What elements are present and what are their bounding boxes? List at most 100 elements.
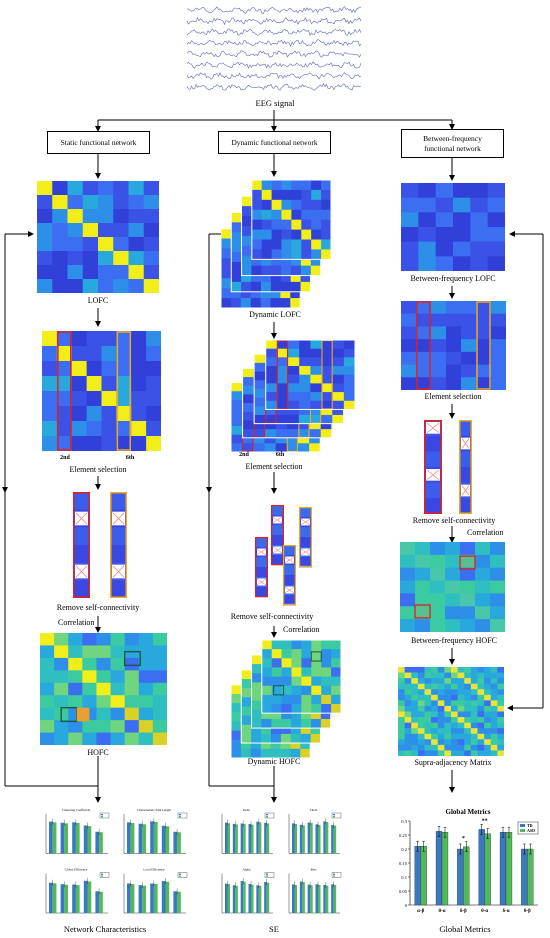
matrix-cell [398,694,406,701]
matrix-cell [331,640,341,650]
bar-td [457,848,464,906]
matrix-cell [332,400,345,410]
hofc-highlight-6th [123,650,141,667]
matrix-cell [321,640,332,650]
bar-td [435,831,443,906]
mini-bar [87,826,92,854]
matrix-cell [241,216,252,227]
matrix-cell [424,739,432,746]
matrix-cell [404,739,412,746]
matrix-cell [321,406,333,416]
mini-bar [256,885,259,913]
matrix-cell [476,326,492,340]
matrix-cell [82,237,99,252]
matrix-cell [446,339,462,353]
dynamic-lofc-label: Dynamic LOFC [249,310,301,319]
matrix-cell [42,331,58,347]
matrix-cell [265,374,278,384]
vector-outline [282,544,296,605]
matrix-cell [138,682,154,696]
matrix-cell [446,313,462,327]
dynamic-2nd-tag: 2nd [239,452,249,458]
matrix-cell [230,288,242,299]
stack-layer [251,180,331,260]
matrix-cell [152,682,167,696]
matrix-cell [490,750,498,756]
matrix-cell [477,683,485,690]
matrix-cell [431,339,447,353]
matrix-cell [260,748,271,758]
matrix-cell [251,718,262,729]
selected-column-red [57,331,72,451]
significance-marker: * [462,836,465,842]
removed-cross [461,485,470,496]
matrix-cell [276,414,289,425]
removed-cross [272,546,283,554]
matrix-cell [301,658,312,668]
matrix-cell [418,241,437,257]
mini-bar [227,823,231,854]
matrix-cell [490,672,498,679]
matrix-cell [431,694,439,701]
mini-legend-swatch [101,875,103,877]
matrix-cell [280,271,292,283]
mini-bar [52,822,57,854]
matrix-cell [417,733,425,740]
matrix-cell [128,195,145,210]
matrix-cell [331,649,341,659]
eeg-signal-label: EEG signal [255,98,295,108]
mini-chart: Alpha [221,868,275,914]
supra-adjacency-matrix [398,667,504,756]
mini-chart: Theta [288,808,342,854]
matrix-cell [270,724,282,735]
matrix-cell [281,704,292,714]
matrix-cell [400,593,416,607]
matrix-cell [300,255,312,267]
removed-cross [284,586,295,594]
matrix-cell [404,700,412,707]
matrix-cell [56,376,73,392]
matrix-cell [415,580,431,594]
matrix-cell [291,704,302,714]
matrix-cell [310,366,322,376]
matrix-cell [417,689,425,696]
matrix-cell [311,180,322,191]
matrix-cell [261,219,272,230]
matrix-cell [401,227,419,243]
matrix-cell [280,298,291,308]
matrix-cell [311,189,322,201]
matrix-cell [431,678,439,685]
matrix-cell [281,676,292,687]
matrix-cell [82,682,97,696]
matrix-cell [291,694,302,705]
matrix-cell [470,678,478,685]
matrix-cell [445,606,461,620]
mini-bar [302,825,305,854]
vector-cell [459,467,472,484]
matrix-cell [309,420,322,430]
matrix-cell [271,229,282,240]
matrix-cell [461,339,477,353]
matrix-cell [52,223,68,238]
matrix-cell [401,364,417,378]
matrix-cell [291,649,302,659]
matrix-cell [261,640,273,650]
matrix-cell [484,744,492,751]
matrix-cell [398,728,406,735]
matrix-cell [451,694,459,701]
bar-td [499,832,507,906]
matrix-cell [437,722,445,729]
matrix-cell [431,351,447,365]
matrix-cell [231,417,243,427]
bar-td [414,846,421,906]
matrix-cell [281,255,292,267]
matrix-cell [451,728,459,735]
matrix-cell [484,722,492,729]
matrix-cell [68,633,83,646]
dynamic-network-header: Dynamic functional network [218,131,331,154]
matrix-cell [411,744,419,751]
mini-chart-title: Alpha [243,868,251,872]
mini-bar [240,823,244,854]
matrix-cell [418,212,437,228]
matrix-cell [288,340,300,350]
